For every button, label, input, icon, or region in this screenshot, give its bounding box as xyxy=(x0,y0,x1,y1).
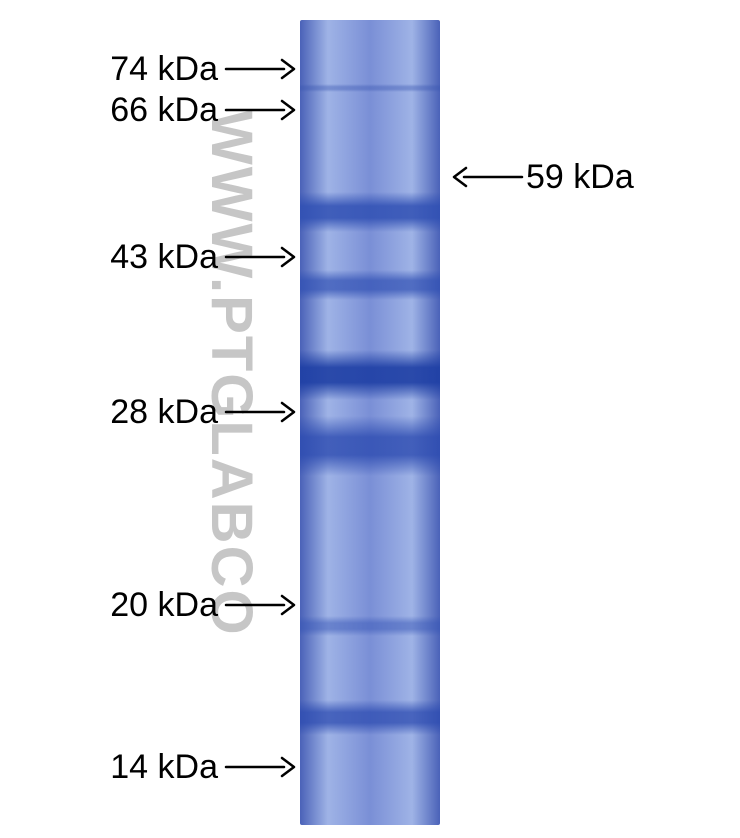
marker-left-43: 43 kDa xyxy=(0,238,296,277)
marker-left-14: 14 kDa xyxy=(0,748,296,787)
marker-left-label: 20 kDa xyxy=(110,586,218,625)
arrow-right-icon xyxy=(224,96,296,124)
arrow-left-icon xyxy=(452,163,524,191)
gel-band xyxy=(300,416,440,476)
target-label-59: 59 kDa xyxy=(452,158,634,197)
arrow-right-icon xyxy=(224,753,296,781)
arrow-right-icon xyxy=(224,398,296,426)
arrow-right-icon xyxy=(224,55,296,83)
gel-lane xyxy=(300,20,440,825)
arrow-right-icon xyxy=(224,591,296,619)
gel-diagram: WWW.PTGLABCO 74 kDa 66 kDa 43 kDa 28 kDa… xyxy=(0,0,740,838)
marker-left-label: 28 kDa xyxy=(110,393,218,432)
marker-left-label: 43 kDa xyxy=(110,238,218,277)
arrow-right-icon xyxy=(224,243,296,271)
gel-band xyxy=(300,700,440,735)
gel-band xyxy=(300,270,440,300)
gel-band xyxy=(300,84,440,92)
target-label-text: 59 kDa xyxy=(526,158,634,197)
marker-left-28: 28 kDa xyxy=(0,393,296,432)
gel-band xyxy=(300,350,440,400)
gel-band xyxy=(300,192,440,232)
marker-left-label: 14 kDa xyxy=(110,748,218,787)
marker-left-20: 20 kDa xyxy=(0,586,296,625)
gel-band xyxy=(300,616,440,636)
marker-left-label: 66 kDa xyxy=(110,91,218,130)
marker-left-74: 74 kDa xyxy=(0,50,296,89)
marker-left-label: 74 kDa xyxy=(110,50,218,89)
marker-left-66: 66 kDa xyxy=(0,91,296,130)
watermark-text: WWW.PTGLABCO xyxy=(198,110,265,790)
